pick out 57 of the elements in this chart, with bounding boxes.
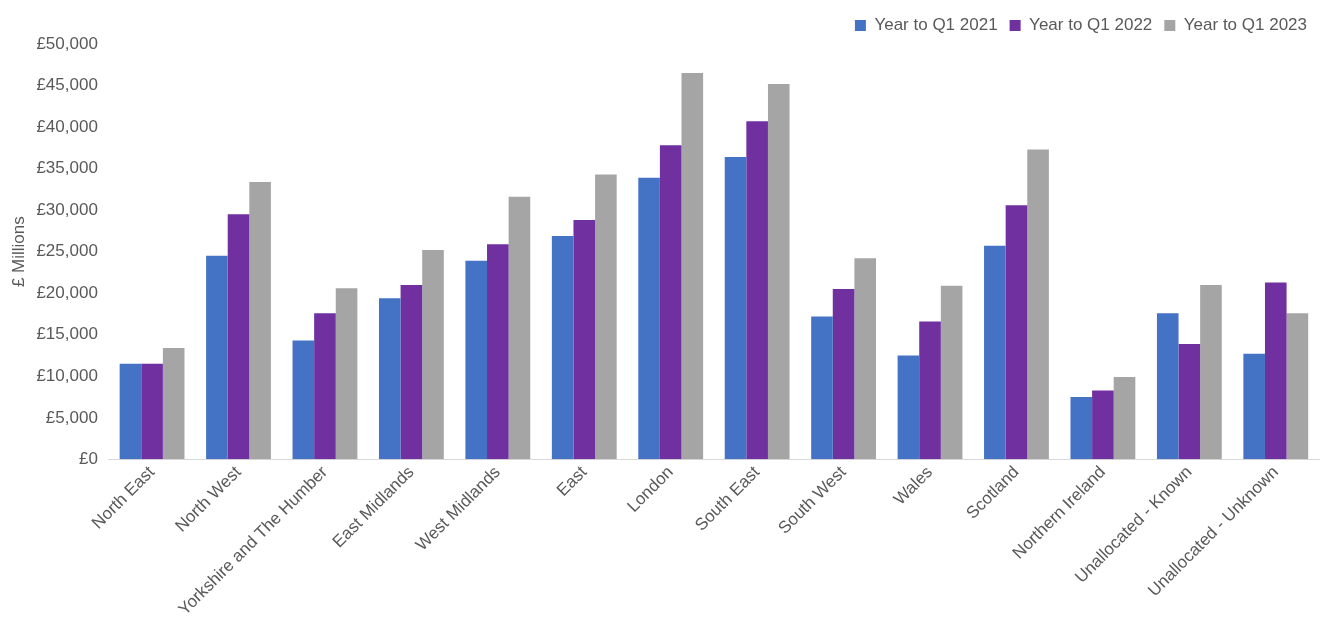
bar	[854, 258, 876, 460]
bar	[638, 177, 660, 460]
y-tick-label: £25,000	[36, 241, 98, 261]
bar	[292, 340, 315, 460]
legend-label: Year to Q1 2023	[1183, 15, 1308, 35]
y-axis-title: £ Millions	[8, 216, 28, 288]
bar	[508, 196, 531, 460]
bar	[595, 174, 617, 460]
bar	[724, 156, 747, 460]
bar	[1178, 343, 1201, 460]
bar	[1200, 284, 1222, 460]
bar	[400, 284, 423, 460]
bar	[422, 250, 444, 460]
bar	[314, 313, 336, 460]
y-tick-label: £0	[78, 449, 98, 469]
bar	[1286, 313, 1309, 460]
bar	[1156, 313, 1179, 460]
bar	[1005, 205, 1028, 460]
legend-label: Year to Q1 2021	[874, 15, 998, 35]
y-tick-label: £50,000	[36, 33, 98, 53]
bar	[811, 316, 833, 460]
bar	[984, 245, 1006, 460]
bar	[1027, 149, 1049, 460]
y-tick-label: £10,000	[36, 365, 98, 385]
bar	[119, 363, 142, 460]
bar	[551, 235, 574, 460]
bar	[681, 73, 704, 460]
bar	[487, 244, 509, 460]
bar	[1243, 353, 1265, 460]
bar	[1070, 397, 1093, 460]
bar	[162, 348, 185, 460]
bar	[940, 285, 963, 460]
bar	[465, 260, 488, 460]
y-tick-label: £20,000	[36, 282, 98, 302]
bar	[832, 289, 855, 460]
bar	[767, 83, 790, 460]
bar	[897, 355, 920, 460]
bar	[919, 321, 941, 460]
bar	[335, 288, 358, 460]
bar	[573, 220, 596, 460]
y-tick-label: £35,000	[36, 158, 98, 178]
bar	[1092, 390, 1114, 460]
y-tick-label: £15,000	[36, 324, 98, 344]
y-tick-label: £45,000	[36, 75, 98, 95]
bar	[249, 181, 271, 460]
bar	[1264, 282, 1287, 460]
y-tick-label: £40,000	[36, 116, 98, 136]
y-tick-label: £5,000	[45, 407, 98, 427]
bar	[659, 145, 682, 460]
bar	[1113, 377, 1136, 460]
bar	[141, 363, 163, 460]
bar	[227, 214, 250, 460]
bar	[378, 298, 401, 460]
bar	[206, 255, 228, 460]
legend-label: Year to Q1 2022	[1029, 15, 1153, 35]
y-tick-label: £30,000	[36, 199, 98, 219]
bar	[746, 121, 768, 460]
